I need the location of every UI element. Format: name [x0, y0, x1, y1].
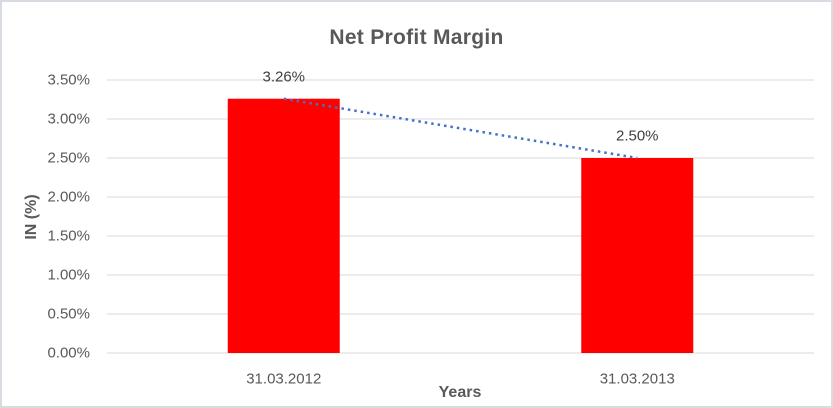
y-tick-label: 2.50% [47, 149, 90, 167]
chart-title: Net Profit Margin [329, 26, 504, 49]
y-tick-label: 3.50% [47, 71, 90, 89]
trendline[interactable] [283, 97, 638, 160]
y-axis-title-text: IN (%) [23, 194, 40, 240]
bar-data-label: 2.50% [615, 127, 659, 145]
bar[interactable] [227, 98, 340, 353]
y-tick-label: 1.50% [47, 227, 90, 245]
y-tick-label: 0.50% [47, 305, 90, 323]
y-tick-label: 0.00% [47, 344, 90, 362]
x-axis-title: Years [438, 384, 482, 401]
x-category-label: 31.03.2013 [599, 370, 675, 388]
bar-data-label: 3.26% [262, 68, 306, 86]
y-tick-label: 2.00% [47, 188, 90, 206]
y-tick-label: 1.00% [47, 266, 90, 284]
bar[interactable] [581, 158, 694, 353]
y-tick-label: 3.00% [47, 110, 90, 128]
x-category-label: 31.03.2012 [246, 370, 322, 388]
